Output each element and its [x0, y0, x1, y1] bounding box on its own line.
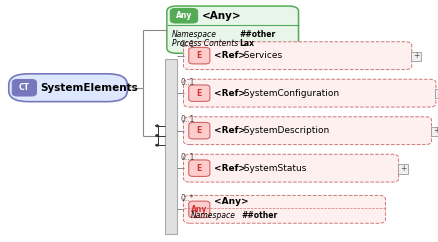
Text: E: E [196, 51, 201, 60]
Bar [410, 52, 420, 61]
Text: <Any>: <Any> [201, 11, 241, 21]
Text: : SystemStatus: : SystemStatus [238, 164, 306, 173]
Text: CT: CT [19, 83, 30, 92]
FancyBboxPatch shape [9, 74, 127, 102]
Text: 0..*: 0..* [180, 194, 194, 203]
Circle shape [155, 125, 158, 127]
Text: <Ref>: <Ref> [214, 164, 252, 173]
FancyBboxPatch shape [183, 42, 411, 70]
Text: <Ref>: <Ref> [214, 89, 252, 98]
Text: SystemElements: SystemElements [40, 83, 138, 93]
Text: 0..1: 0..1 [180, 153, 194, 162]
Text: +: + [399, 164, 405, 173]
Text: : Services: : Services [238, 51, 282, 60]
FancyBboxPatch shape [183, 154, 398, 182]
Text: Namespace: Namespace [191, 211, 236, 220]
Text: Any: Any [191, 205, 207, 214]
Text: 0..1: 0..1 [180, 78, 194, 87]
Bar [164, 59, 177, 234]
Bar [430, 127, 438, 136]
FancyBboxPatch shape [188, 160, 209, 176]
Text: <Ref>: <Ref> [214, 126, 252, 135]
Text: : SystemDescription: : SystemDescription [238, 126, 329, 135]
Bar [397, 164, 407, 174]
FancyBboxPatch shape [183, 117, 431, 144]
FancyBboxPatch shape [188, 122, 209, 139]
Circle shape [155, 135, 158, 136]
Text: ##other: ##other [239, 30, 275, 39]
FancyBboxPatch shape [188, 201, 209, 218]
Text: +: + [412, 51, 418, 60]
FancyBboxPatch shape [183, 79, 435, 107]
Text: <Any>: <Any> [214, 197, 248, 206]
FancyBboxPatch shape [12, 79, 36, 96]
Text: <Ref>: <Ref> [214, 51, 252, 60]
Text: E: E [196, 89, 201, 98]
Text: 0..1: 0..1 [180, 115, 194, 124]
Circle shape [155, 144, 158, 146]
Text: ##other: ##other [241, 211, 277, 220]
Text: E: E [196, 164, 201, 173]
Text: +: + [432, 126, 438, 135]
Text: +: + [436, 89, 438, 98]
Text: Process Contents: Process Contents [172, 39, 238, 48]
Text: Any: Any [175, 11, 192, 20]
FancyBboxPatch shape [188, 47, 209, 64]
Text: E: E [196, 126, 201, 135]
Text: Lax: Lax [239, 39, 254, 48]
FancyBboxPatch shape [188, 85, 209, 101]
Text: —: — [128, 85, 135, 91]
Bar [434, 89, 438, 98]
Text: Namespace: Namespace [172, 30, 217, 39]
Text: 0..1: 0..1 [180, 40, 194, 49]
Text: : SystemConfiguration: : SystemConfiguration [238, 89, 339, 98]
FancyBboxPatch shape [183, 196, 385, 223]
FancyBboxPatch shape [166, 6, 298, 53]
FancyBboxPatch shape [170, 8, 197, 23]
